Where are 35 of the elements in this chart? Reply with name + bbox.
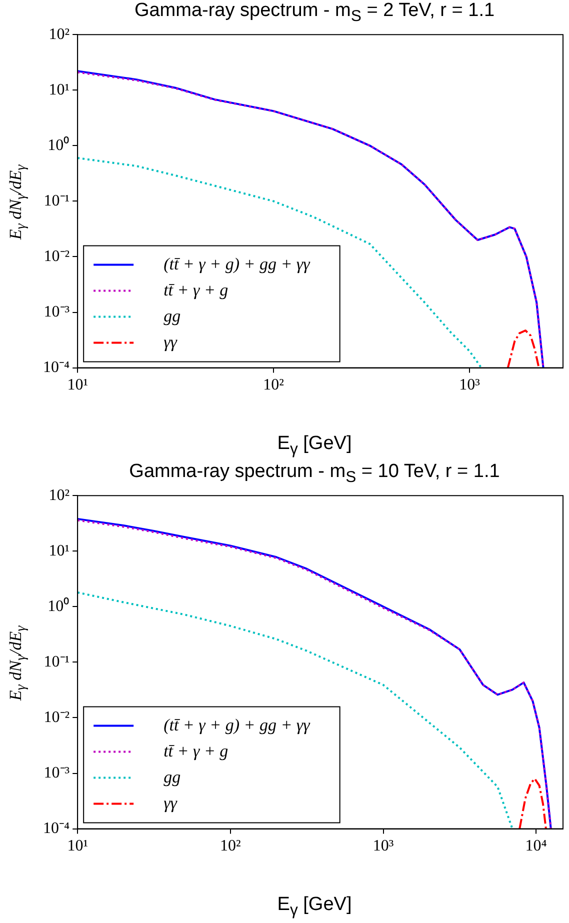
line-series [506, 329, 540, 368]
x-tick-label: 10² [263, 376, 284, 394]
y-tick-label: 10² [48, 486, 70, 504]
legend-label: gg [164, 767, 181, 786]
legend-label: tt̄ + γ + g [164, 741, 228, 760]
y-tick-label: 10⁻³ [44, 764, 70, 782]
x-tick-label: 10³ [459, 376, 480, 394]
legend-label: γγ [164, 793, 178, 812]
y-tick-label: 10⁻³ [44, 303, 70, 320]
y-tick-label: 10⁻⁴ [43, 359, 70, 376]
x-tick-label: 10³ [372, 838, 394, 855]
legend-label: (tt̄ + γ + g) + gg + γγ [164, 254, 312, 274]
chart-title: Gamma-ray spectrum - m$_{S}$ = 2 TeV, r = 1.1 [133, 0, 496, 26]
y-tick-label: 10⁻¹ [44, 192, 70, 210]
y-tick-label: 10⁻² [44, 248, 70, 265]
y-tick-label: 10⁰ [48, 136, 70, 154]
x-tick-label: 10¹ [67, 838, 88, 855]
x-tick-label: 10⁴ [525, 838, 548, 855]
y-tick-label: 10² [48, 26, 70, 43]
line-series [518, 778, 547, 829]
legend-label: γγ [164, 332, 178, 352]
y-tick-label: 10¹ [48, 81, 70, 98]
y-tick-label: 10⁰ [48, 596, 70, 615]
legend-label: tt̄ + γ + g [164, 280, 228, 300]
x-axis-title: E$_{γ}$ [GeV] [276, 894, 353, 920]
y-tick-label: 10⁻¹ [44, 653, 70, 670]
y-tick-label: 10⁻² [44, 708, 70, 726]
y-tick-label: 10¹ [48, 542, 70, 560]
legend-label: gg [164, 306, 181, 326]
y-tick-label: 10⁻⁴ [43, 820, 70, 838]
legend-label: (tt̄ + γ + g) + gg + γγ [164, 715, 312, 734]
chart-title: Gamma-ray spectrum - m$_{S}$ = 10 TeV, r = 1.1 [128, 461, 501, 487]
x-axis-title: E$_{γ}$ [GeV] [276, 433, 353, 459]
x-tick-label: 10¹ [67, 376, 88, 394]
x-tick-label: 10² [220, 838, 242, 855]
